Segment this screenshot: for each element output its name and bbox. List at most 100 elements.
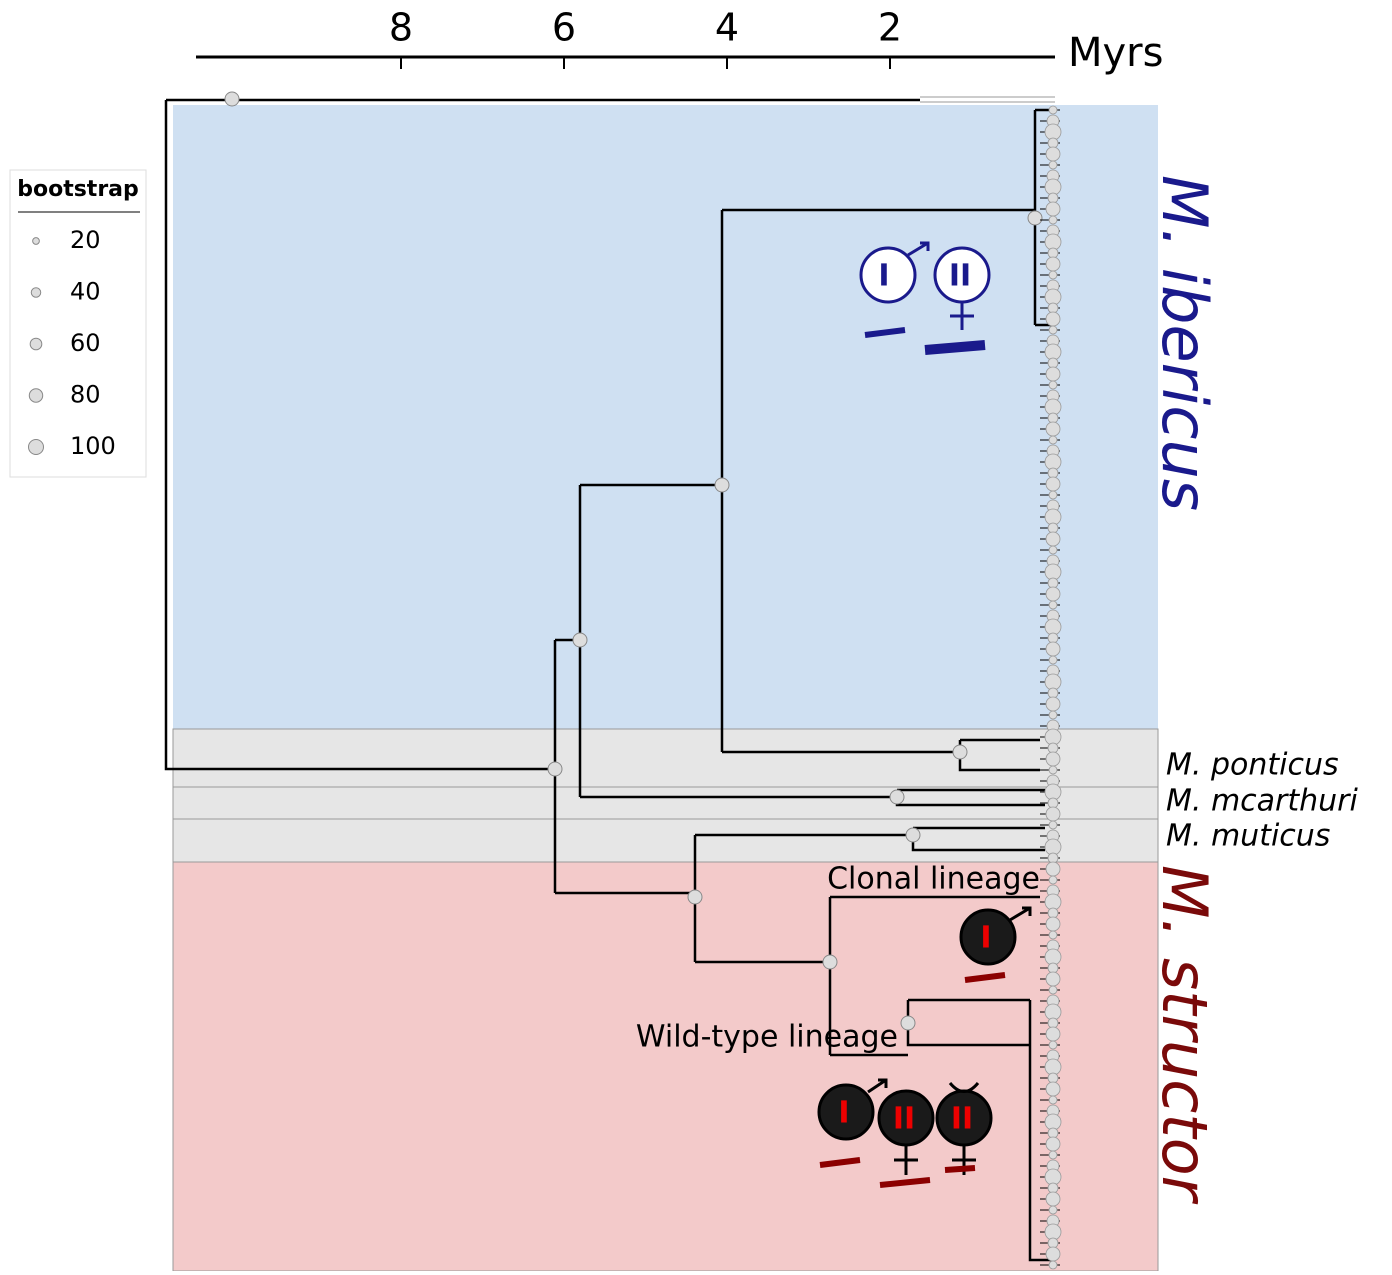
tip-node xyxy=(1045,729,1061,745)
tip-node xyxy=(1048,853,1058,863)
tip-node xyxy=(1045,509,1061,525)
node xyxy=(688,890,702,904)
grey-bg xyxy=(173,729,1158,862)
node xyxy=(715,478,729,492)
clade-label: M. ponticus xyxy=(1166,748,1339,783)
tip-node xyxy=(1048,523,1058,533)
tip-node xyxy=(1048,1128,1058,1138)
tip-node xyxy=(1049,1261,1057,1269)
clade-label: M. muticus xyxy=(1166,819,1330,854)
tip-node xyxy=(1046,807,1060,821)
tip-node xyxy=(1045,1114,1061,1130)
tip-node xyxy=(1046,1082,1060,1096)
tip-node xyxy=(1045,1004,1061,1020)
node xyxy=(823,955,837,969)
tip-node xyxy=(1049,931,1057,939)
node xyxy=(225,92,239,106)
tip-node xyxy=(1048,248,1058,258)
clade-label: M. structor xyxy=(1148,865,1221,1205)
tip-node xyxy=(1045,784,1061,800)
legend-box xyxy=(10,170,146,477)
axis-tick-label: 2 xyxy=(878,6,902,50)
tip-node xyxy=(1045,619,1061,635)
node xyxy=(573,633,587,647)
tip-node xyxy=(1046,697,1060,711)
tip-node xyxy=(1049,821,1057,829)
tip-node xyxy=(1046,972,1060,986)
tip-node xyxy=(1046,312,1060,326)
tip-node xyxy=(1046,862,1060,876)
figure: Myrs bootstrap 20406080100 M. ibericus M… xyxy=(0,0,1392,1271)
tip-node xyxy=(1049,436,1057,444)
node xyxy=(953,745,967,759)
tip-node xyxy=(1045,894,1061,910)
legend-marker xyxy=(31,288,40,297)
tip-node xyxy=(1048,1238,1058,1248)
tip-node xyxy=(1049,601,1057,609)
tip-node xyxy=(1049,1041,1057,1049)
tip-node xyxy=(1046,367,1060,381)
legend-marker xyxy=(30,338,42,350)
legend-label: 20 xyxy=(70,226,101,254)
tip-node xyxy=(1049,271,1057,279)
legend-marker xyxy=(33,238,40,245)
tip-node xyxy=(1046,1192,1060,1206)
icon-label: II xyxy=(951,1102,973,1137)
tip-node xyxy=(1049,766,1057,774)
tip-node xyxy=(1049,216,1057,224)
axis-tick-label: 6 xyxy=(552,6,576,50)
lineage-label: Wild-type lineage xyxy=(636,1020,898,1055)
tip-node xyxy=(1049,1151,1057,1159)
tip-node xyxy=(1049,106,1057,114)
tip-node xyxy=(1048,1073,1058,1083)
tip-node xyxy=(1048,633,1058,643)
tip-node xyxy=(1049,381,1057,389)
node xyxy=(548,762,562,776)
tip-node xyxy=(1048,413,1058,423)
legend-title: bootstrap xyxy=(17,177,139,202)
legend-marker xyxy=(29,440,44,455)
tip-node xyxy=(1049,546,1057,554)
node xyxy=(901,1016,915,1030)
clade-label: M. ibericus xyxy=(1148,175,1221,511)
tip-node xyxy=(1045,674,1061,690)
tip-node xyxy=(1045,1224,1061,1240)
tip-node xyxy=(1045,564,1061,580)
tip-node xyxy=(1046,477,1060,491)
tip-node xyxy=(1049,986,1057,994)
tip-node xyxy=(1046,422,1060,436)
tip-node xyxy=(1046,642,1060,656)
tip-node xyxy=(1049,876,1057,884)
tip-node xyxy=(1046,257,1060,271)
tip-node xyxy=(1046,147,1060,161)
icon-label: II xyxy=(949,259,971,294)
tip-node xyxy=(1049,161,1057,169)
tip-node xyxy=(1046,1137,1060,1151)
tip-node xyxy=(1046,917,1060,931)
tip-node xyxy=(1045,949,1061,965)
node xyxy=(906,828,920,842)
tip-node xyxy=(1049,326,1057,334)
tip-node xyxy=(1046,752,1060,766)
tip-node xyxy=(1049,1096,1057,1104)
axis-tick-label: 4 xyxy=(715,6,739,50)
legend-label: 40 xyxy=(70,278,101,306)
icon-label: I xyxy=(838,1096,849,1131)
tip-node xyxy=(1048,963,1058,973)
tip-node xyxy=(1046,587,1060,601)
ibericus-bg xyxy=(173,105,1158,729)
legend-label: 80 xyxy=(70,381,101,409)
tip-node xyxy=(1046,1027,1060,1041)
icon-label: I xyxy=(980,921,991,956)
tip-node xyxy=(1048,138,1058,148)
tip-node xyxy=(1048,688,1058,698)
legend-marker xyxy=(29,389,42,402)
icon-label: II xyxy=(893,1102,915,1137)
tip-node xyxy=(1049,1206,1057,1214)
tip-node xyxy=(1048,1183,1058,1193)
tip-node xyxy=(1045,839,1061,855)
legend-label: 60 xyxy=(70,329,101,357)
tip-node xyxy=(1049,491,1057,499)
clade-label: M. mcarthuri xyxy=(1166,784,1359,819)
tip-node xyxy=(1049,656,1057,664)
